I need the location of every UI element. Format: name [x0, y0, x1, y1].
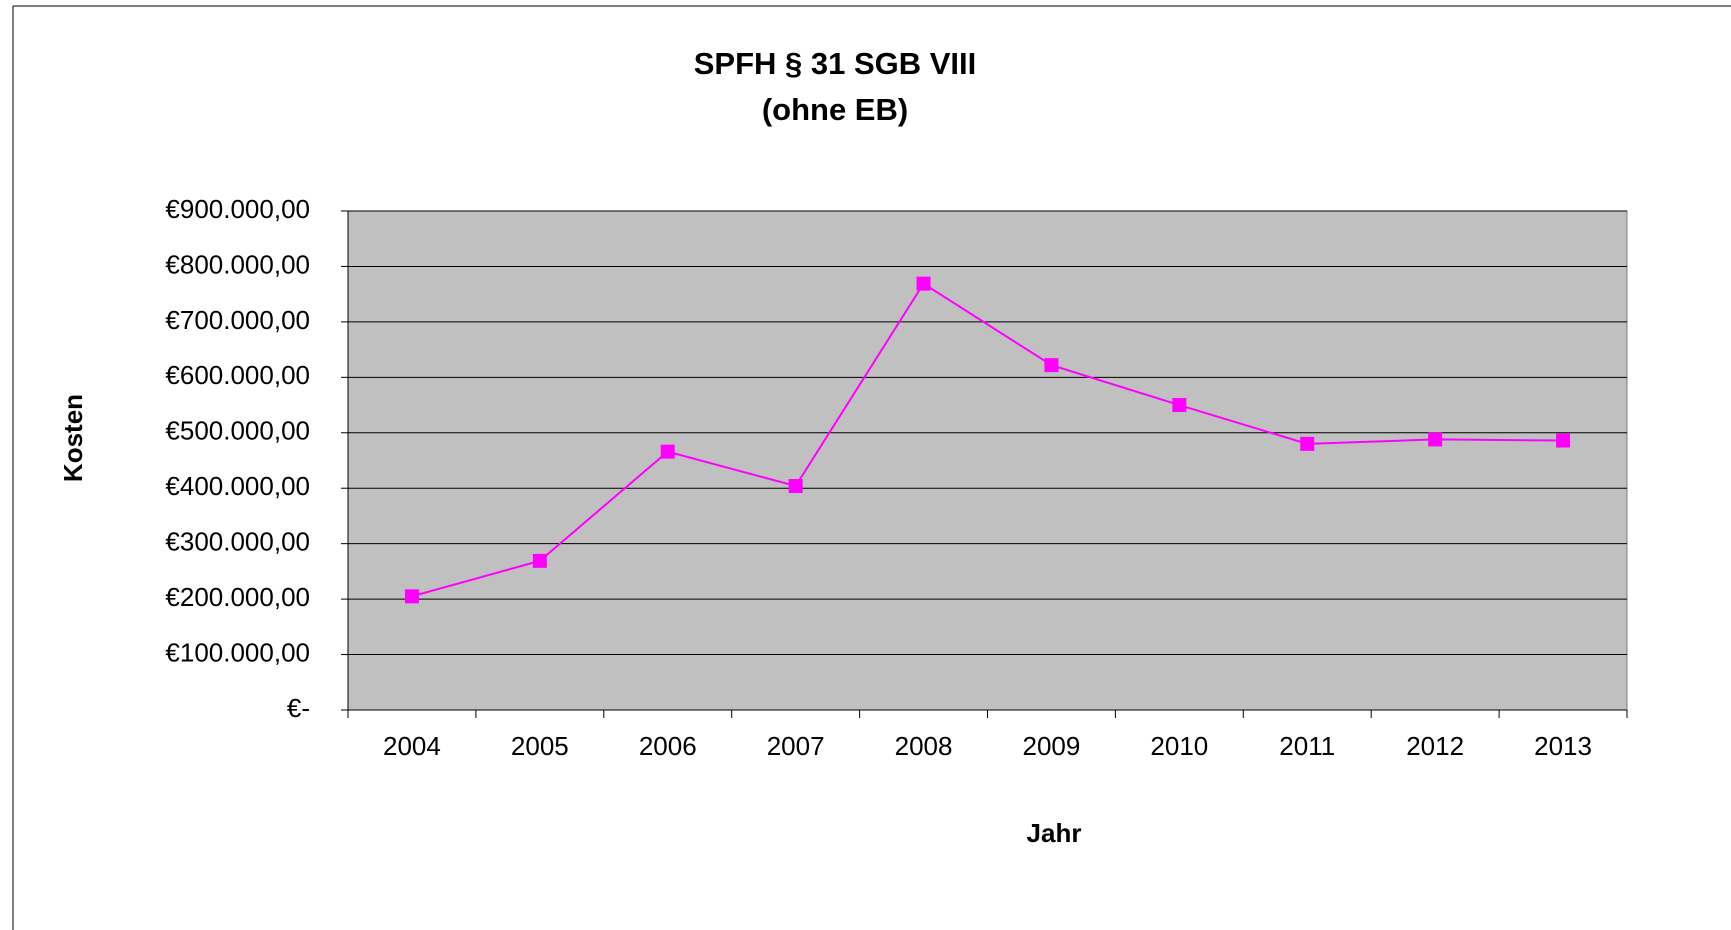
data-marker — [660, 444, 675, 459]
x-tick-label: 2006 — [639, 731, 697, 761]
data-marker — [1172, 398, 1187, 413]
data-marker — [532, 553, 547, 568]
x-tick-label: 2008 — [895, 731, 953, 761]
chart-title: SPFH § 31 SGB VIII — [694, 46, 977, 81]
x-axis-title: Jahr — [1027, 818, 1082, 848]
data-marker — [404, 589, 419, 604]
data-line — [411, 282, 1564, 598]
data-marker — [916, 276, 931, 291]
y-tick-label: €500.000,00 — [165, 416, 310, 446]
y-tick-label: €100.000,00 — [165, 637, 310, 667]
data-marker — [1044, 358, 1059, 373]
x-tick-label: 2011 — [1279, 731, 1335, 761]
y-tick-label: €200.000,00 — [165, 582, 310, 612]
x-tick-label: 2010 — [1150, 731, 1208, 761]
x-tick-label: 2013 — [1534, 731, 1592, 761]
y-tick-label: €400.000,00 — [165, 471, 310, 501]
x-tick-label: 2004 — [383, 731, 441, 761]
y-tick-label: €900.000,00 — [165, 194, 310, 224]
y-tick-label: €- — [287, 693, 310, 723]
chart-subtitle: (ohne EB) — [762, 92, 908, 127]
plot-area — [347, 210, 1628, 711]
data-marker — [1300, 436, 1315, 451]
data-marker — [1428, 432, 1443, 447]
y-axis-title: Kosten — [58, 394, 88, 482]
y-tick-label: €800.000,00 — [165, 249, 310, 279]
data-marker — [1556, 433, 1571, 448]
y-tick-label: €600.000,00 — [165, 360, 310, 390]
x-tick-label: 2012 — [1406, 731, 1464, 761]
x-tick-label: 2005 — [511, 731, 569, 761]
y-tick-label: €700.000,00 — [165, 305, 310, 335]
x-tick-label: 2009 — [1023, 731, 1081, 761]
y-tick-label: €300.000,00 — [165, 527, 310, 557]
x-tick-label: 2007 — [767, 731, 825, 761]
data-marker — [788, 479, 803, 494]
